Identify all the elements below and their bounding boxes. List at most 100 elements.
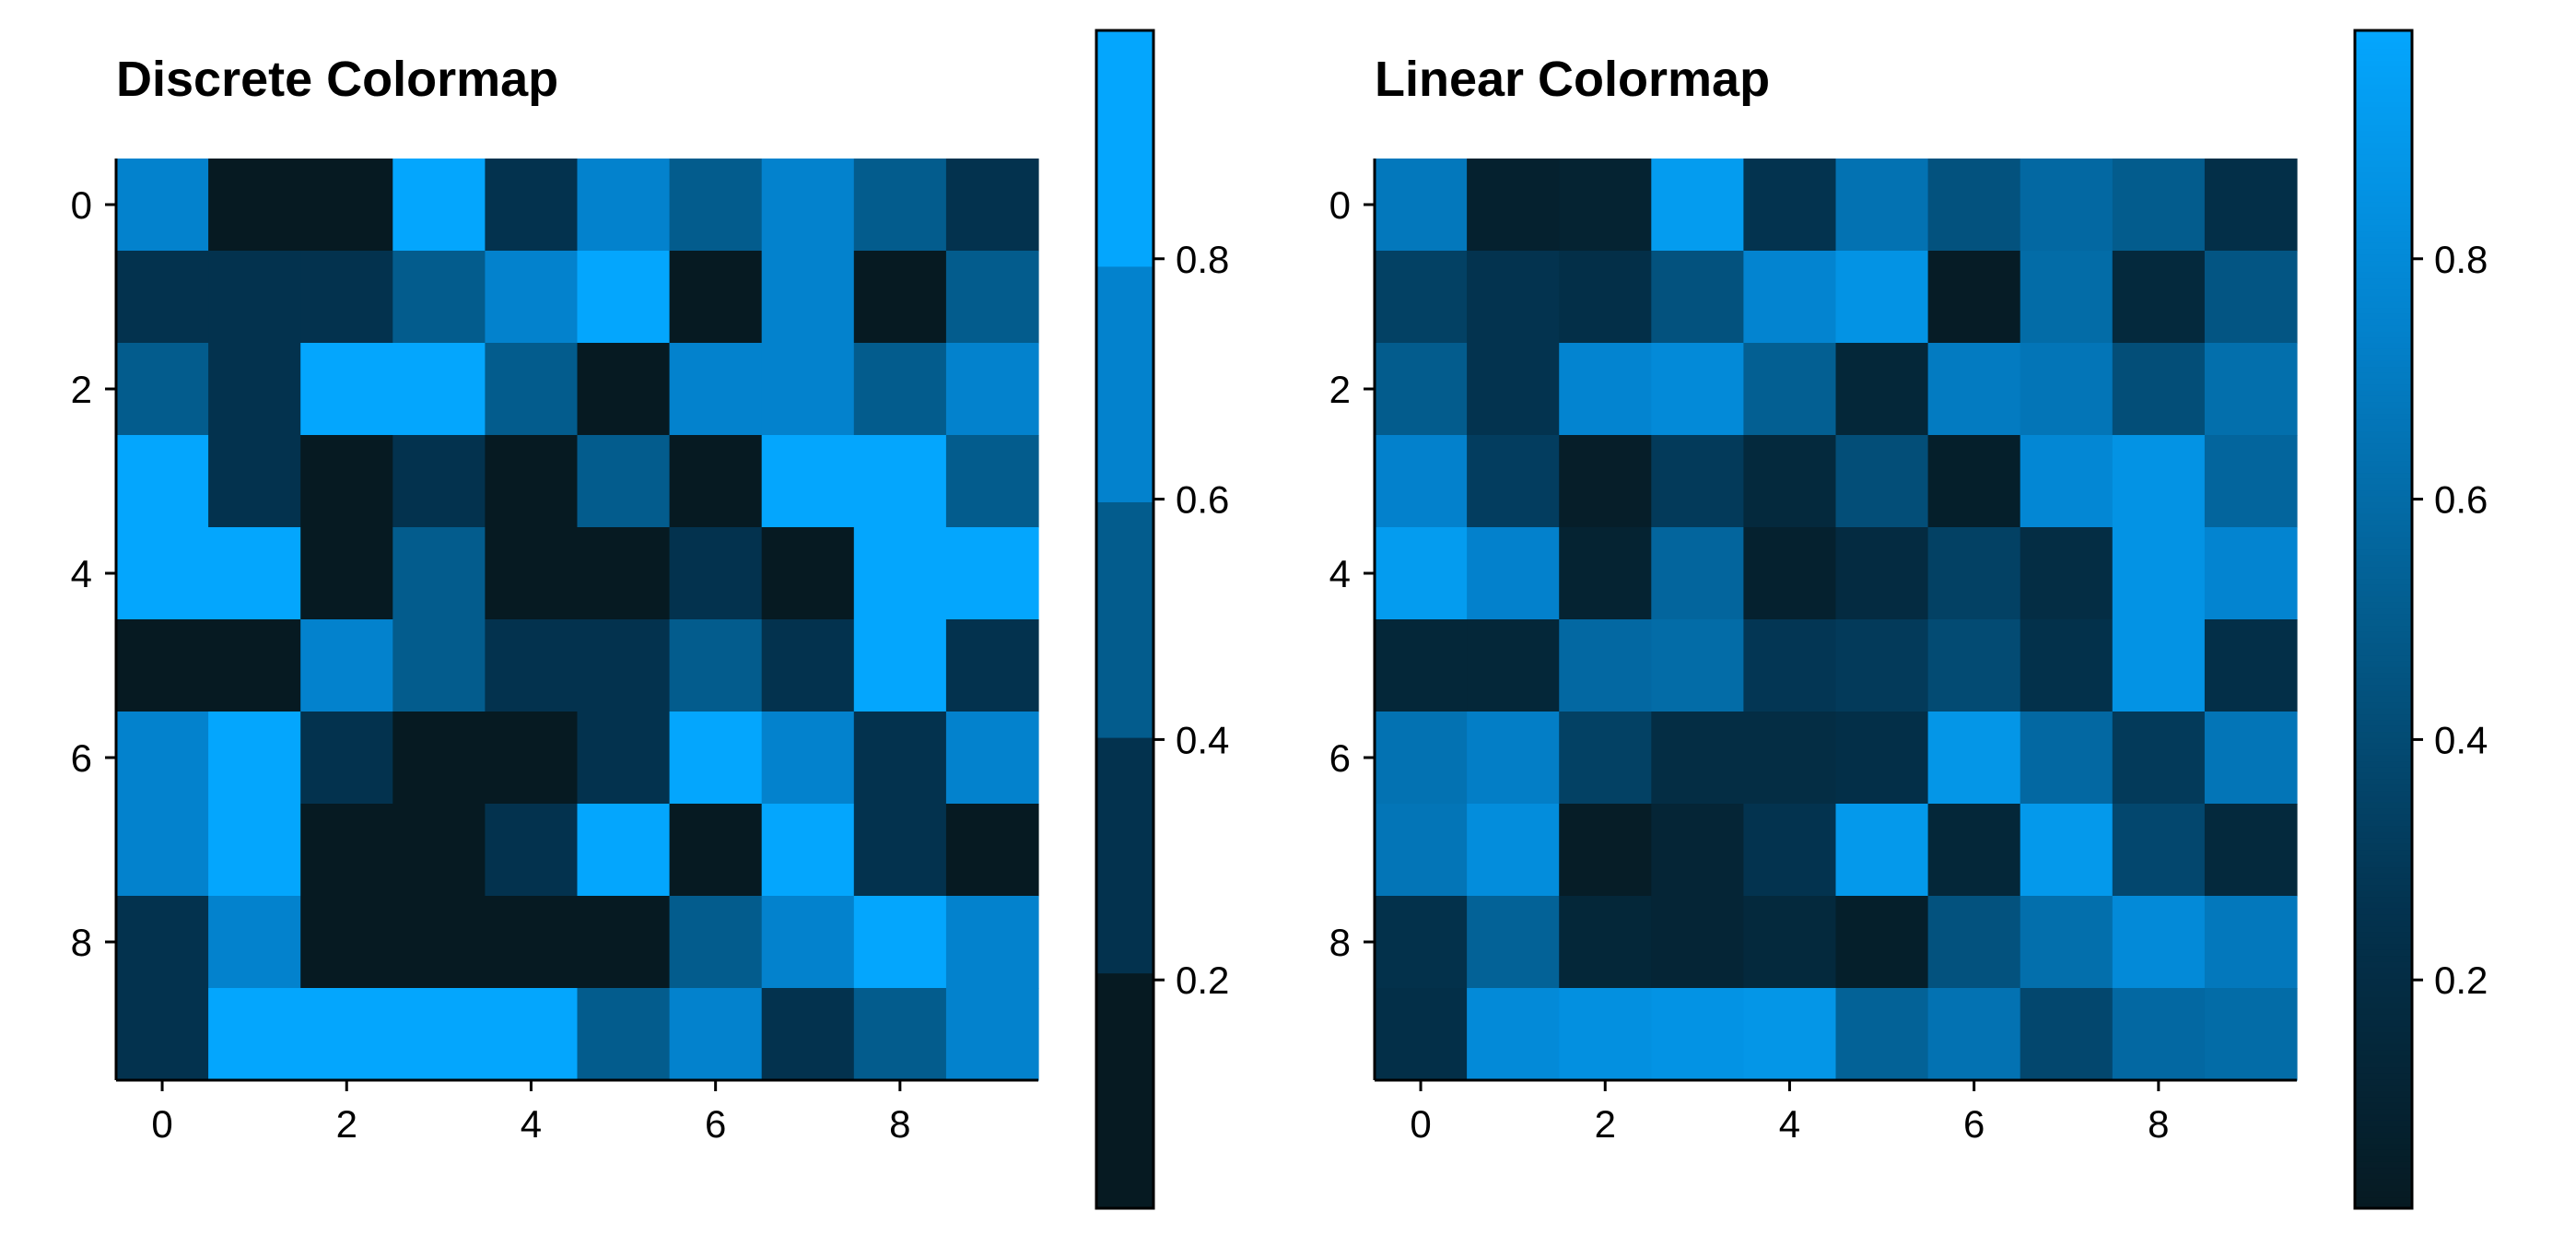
colorbar-segment (2355, 560, 2412, 568)
colorbar-segment (2355, 860, 2412, 868)
heatmap-cell-r8-c5 (577, 896, 671, 989)
heatmap-cell-r2-c0 (116, 343, 209, 436)
heatmap-cell-r5-c8 (853, 619, 947, 712)
heatmap-cell-r3-c0 (116, 435, 209, 528)
colorbar-segment (2355, 1179, 2412, 1186)
heatmap-cell-r8-c0 (116, 896, 209, 989)
colorbar-segment (2355, 548, 2412, 556)
colorbar-segment (2355, 1167, 2412, 1174)
heatmap-cell-r7-c8 (2112, 804, 2206, 897)
heatmap-cell-r2-c9 (945, 343, 1039, 436)
colorbar-segment (2355, 607, 2412, 615)
colorbar-segment (2355, 783, 2412, 792)
heatmap-cell-r3-c8 (853, 435, 947, 528)
heatmap-cell-r7-c0 (116, 804, 209, 897)
colorbar-segment (2355, 260, 2412, 267)
colorbar-segment (2355, 430, 2412, 438)
heatmap-cell-r2-c3 (1651, 343, 1744, 436)
heatmap-cell-r0-c9 (2204, 159, 2298, 252)
colorbar-segment (2355, 672, 2412, 679)
colorbar-segment (2355, 378, 2412, 385)
colorbar-segment (2355, 413, 2412, 420)
colorbar-segment (2355, 531, 2412, 538)
heatmap-cell-r9-c5 (577, 988, 671, 1081)
colorbar-segment (2355, 583, 2412, 591)
heatmap-cell-r1-c6 (669, 251, 763, 344)
colorbar-segment (2355, 1025, 2412, 1033)
colorbar-segment (2355, 425, 2412, 432)
heatmap-cell-r6-c4 (485, 712, 579, 805)
heatmap-cell-r6-c6 (669, 712, 763, 805)
heatmap-cell-r1-c5 (1835, 251, 1929, 344)
colorbar-segment (2355, 224, 2412, 232)
colorbar-segment (2355, 613, 2412, 620)
colorbar-segment (2355, 253, 2412, 262)
heatmap-cell-r6-c7 (761, 712, 855, 805)
heatmap-cell-r3-c9 (2204, 435, 2298, 528)
colorbar-segment (2355, 1054, 2412, 1063)
colorbar-segment (2355, 854, 2412, 862)
chart-title: Discrete Colormap (116, 52, 558, 107)
colorbar-segment (2355, 1149, 2412, 1157)
colorbar-segment (1096, 30, 1153, 267)
heatmap-cell-r0-c5 (1835, 159, 1929, 252)
colorbar-segment (2355, 1061, 2412, 1068)
heatmap-cell-r2-c1 (1467, 343, 1560, 436)
heatmap-cell-r3-c9 (945, 435, 1039, 528)
colorbar-segment (2355, 371, 2412, 379)
colorbar-segment (2355, 71, 2412, 78)
heatmap-cell-r4-c8 (853, 527, 947, 620)
colorbar-segment (2355, 619, 2412, 627)
colorbar-segment (2355, 719, 2412, 726)
heatmap-cell-r4-c7 (761, 527, 855, 620)
colorbar-segment (2355, 872, 2412, 879)
heatmap-cell-r7-c2 (300, 804, 393, 897)
colorbar-segment (2355, 83, 2412, 90)
heatmap-cell-r9-c0 (1375, 988, 1468, 1081)
colorbar-segment (2355, 1096, 2412, 1103)
heatmap-cell-r3-c5 (1835, 435, 1929, 528)
heatmap-cell-r6-c7 (2020, 712, 2113, 805)
colorbar-segment (2355, 654, 2412, 662)
heatmap-cell-r2-c7 (2020, 343, 2113, 436)
heatmap-cell-r5-c8 (2112, 619, 2206, 712)
heatmap-cell-r9-c4 (1743, 988, 1837, 1081)
heatmap-cell-r5-c4 (485, 619, 579, 712)
heatmap-cell-r3-c1 (1467, 435, 1560, 528)
colorbar-segment (2355, 1113, 2412, 1121)
colorbar-segment (2355, 1007, 2412, 1015)
heatmap-cell-r1-c3 (1651, 251, 1744, 344)
colorbar-tick-label: 0.6 (2434, 478, 2488, 522)
heatmap-cell-r8-c4 (485, 896, 579, 989)
heatmap-cell-r5-c1 (1467, 619, 1560, 712)
heatmap-cell-r3-c4 (485, 435, 579, 528)
colorbar-segment (2355, 389, 2412, 396)
heatmap-cell-r7-c7 (761, 804, 855, 897)
heatmap-cell-r4-c2 (1559, 527, 1652, 620)
colorbar-segment (2355, 648, 2412, 656)
colorbar-segment (2355, 36, 2412, 43)
heatmap-cell-r8-c3 (1651, 896, 1744, 989)
heatmap-cell-r9-c9 (2204, 988, 2298, 1081)
colorbar-segment (2355, 295, 2412, 302)
heatmap-cell-r0-c5 (577, 159, 671, 252)
colorbar-segment (2355, 1196, 2412, 1204)
colorbar: 0.2 0.4 0.6 0.8 (2353, 29, 2488, 1210)
colorbar-segment (2355, 766, 2412, 773)
colorbar-segment (1096, 501, 1153, 738)
heatmap-cell-r7-c1 (1467, 804, 1560, 897)
heatmap-cell-r3-c2 (300, 435, 393, 528)
heatmap-cell-r3-c2 (1559, 435, 1652, 528)
colorbar-segment (2355, 289, 2412, 297)
heatmap-cell-r8-c4 (1743, 896, 1837, 989)
colorbar-segment (2355, 501, 2412, 509)
y-tick-label: 0 (1329, 183, 1351, 227)
heatmap-cell-r6-c6 (1927, 712, 2021, 805)
colorbar-segment (2355, 30, 2412, 38)
x-tick-label: 0 (151, 1102, 172, 1146)
colorbar-segment (2355, 1190, 2412, 1198)
x-tick-label: 6 (1963, 1102, 1985, 1146)
heatmap-cell-r8-c8 (853, 896, 947, 989)
colorbar-segment (2355, 701, 2412, 709)
